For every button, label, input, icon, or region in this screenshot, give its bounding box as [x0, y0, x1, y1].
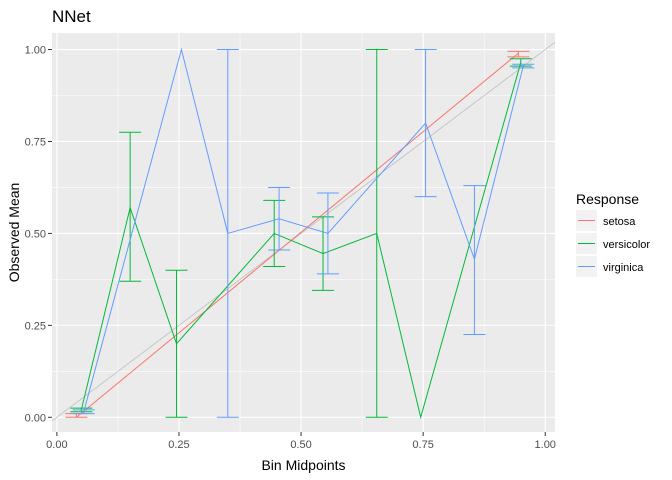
- y-tick-label: 0.25: [25, 320, 46, 332]
- series-layer: [65, 47, 535, 420]
- x-tick-label: 0.75: [412, 439, 433, 451]
- series-line-versicolor: [80, 62, 522, 420]
- reference-line: [51, 41, 556, 422]
- y-axis-label: Observed Mean: [6, 183, 22, 283]
- legend-label: setosa: [603, 216, 636, 228]
- error-bar-versicolor: [509, 58, 532, 67]
- error-bar-virginica: [414, 49, 437, 198]
- legend-label: virginica: [603, 262, 644, 274]
- grid-minor: [52, 33, 555, 432]
- error-bar-setosa: [507, 50, 530, 58]
- series-versicolor: [70, 49, 532, 420]
- series-line-setosa: [76, 52, 519, 418]
- legend-item-setosa: setosa: [576, 210, 636, 231]
- y-tick-label: 0.00: [25, 412, 46, 424]
- x-axis: 0.00 0.25 0.50 0.75 1.00: [46, 432, 556, 451]
- error-bar-versicolor: [365, 49, 388, 418]
- x-tick-label: 0.50: [290, 439, 311, 451]
- grid-major: [52, 33, 555, 432]
- x-tick-label: 1.00: [535, 439, 556, 451]
- error-bar-versicolor: [165, 269, 188, 418]
- legend: Response setosa versicolor virginica: [576, 191, 650, 277]
- error-bar-virginica: [268, 186, 291, 251]
- error-bar-versicolor: [312, 216, 335, 291]
- chart-title: NNet: [52, 7, 91, 26]
- error-bar-versicolor: [263, 199, 286, 268]
- error-bar-virginica: [216, 49, 239, 418]
- error-bar-virginica: [463, 185, 486, 336]
- y-tick-label: 1.00: [25, 45, 46, 57]
- x-axis-label: Bin Midpoints: [261, 457, 345, 473]
- error-bar-virginica: [512, 63, 535, 69]
- legend-item-virginica: virginica: [576, 256, 644, 277]
- error-bar-versicolor: [119, 131, 142, 282]
- error-bar-virginica: [72, 409, 95, 415]
- y-tick-label: 0.50: [25, 228, 46, 240]
- y-axis: 0.00 0.25 0.50 0.75 1.00: [25, 45, 52, 424]
- y-tick-label: 0.75: [25, 136, 46, 148]
- error-bar-virginica: [316, 192, 339, 275]
- series-virginica: [72, 47, 535, 418]
- x-tick-label: 0.00: [46, 439, 67, 451]
- legend-label: versicolor: [603, 239, 650, 251]
- reference-diagonal: [51, 41, 556, 422]
- legend-item-versicolor: versicolor: [576, 233, 650, 254]
- series-line-virginica: [83, 47, 524, 412]
- legend-title: Response: [576, 191, 639, 207]
- plot-panel: [52, 33, 555, 432]
- x-tick-label: 0.25: [168, 439, 189, 451]
